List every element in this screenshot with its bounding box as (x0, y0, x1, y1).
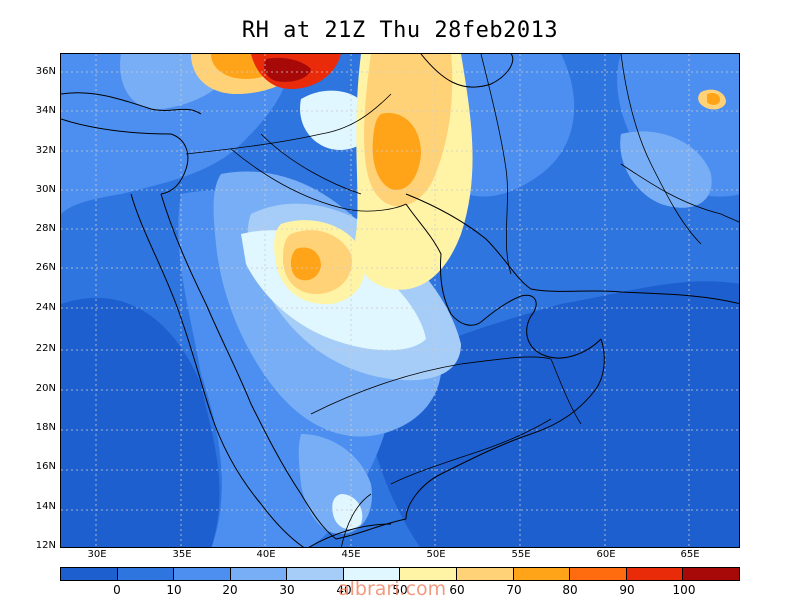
rh-zone-50-yemen (332, 494, 363, 530)
lat-label-24n: 24N (35, 302, 56, 313)
rh-zone-lowest-west (61, 297, 220, 547)
rh-zone-20-iran (441, 54, 575, 197)
lon-label-60e: 60E (596, 549, 616, 560)
watermark: albrari.com (338, 578, 447, 600)
lat-label-36n: 36N (35, 66, 56, 77)
lat-label-14n: 14N (35, 501, 56, 512)
rh-zone-20-north (61, 54, 291, 214)
lat-label-30n: 30N (35, 184, 56, 195)
rh-field-map (61, 54, 739, 547)
map-panel (60, 53, 740, 548)
colorbar-label-10: 10 (166, 583, 182, 597)
rh-zone-80-iraq (372, 113, 421, 190)
colorbar-label-20: 20 (222, 583, 238, 597)
colorbar (60, 567, 740, 581)
colorbar-label-90: 90 (619, 583, 635, 597)
lat-label-18n: 18N (35, 422, 56, 433)
lon-label-40e: 40E (256, 549, 276, 560)
colorbar-swatch-1 (117, 568, 175, 580)
colorbar-label-100: 100 (672, 583, 696, 597)
lat-label-26n: 26N (35, 262, 56, 273)
rh-zone-100-turkey (264, 57, 311, 82)
lon-label-65e: 65E (680, 549, 700, 560)
colorbar-label-30: 30 (279, 583, 295, 597)
rh-zone-50-syria (300, 90, 372, 150)
colorbar-label-60: 60 (449, 583, 465, 597)
colorbar-swatch-4 (287, 568, 344, 580)
lon-label-50e: 50E (426, 549, 446, 560)
gridlines (61, 54, 739, 547)
lon-label-35e: 35E (172, 549, 192, 560)
coastlines (61, 54, 739, 547)
lon-label-55e: 55E (511, 549, 531, 560)
colorbar-swatch-11 (683, 568, 739, 580)
lat-label-12n: 12N (35, 540, 56, 551)
lat-label-32n: 32N (35, 145, 56, 156)
map-title: RH at 21Z Thu 28feb2013 (241, 18, 559, 43)
lat-label-28n: 28N (35, 223, 56, 234)
colorbar-swatch-3 (230, 568, 288, 580)
colorbar-label-80: 80 (562, 583, 578, 597)
lat-label-22n: 22N (35, 343, 56, 354)
lon-label-30e: 30E (87, 549, 107, 560)
colorbar-swatch-0 (61, 568, 118, 580)
rh-zone-80-nejd (290, 247, 321, 281)
borders (185, 54, 739, 547)
lat-label-20n: 20N (35, 383, 56, 394)
colorbar-label-0: 0 (113, 583, 121, 597)
colorbar-swatch-7 (457, 568, 514, 580)
lon-label-45e: 45E (341, 549, 361, 560)
colorbar-label-40: 40 (336, 583, 352, 597)
lat-label-16n: 16N (35, 461, 56, 472)
colorbar-swatch-8 (513, 568, 571, 580)
colorbar-swatch-5 (343, 568, 401, 580)
colorbar-label-50: 50 (392, 583, 408, 597)
colorbar-swatch-9 (570, 568, 627, 580)
colorbar-swatch-6 (400, 568, 458, 580)
lat-label-34n: 34N (35, 105, 56, 116)
colorbar-swatch-10 (626, 568, 684, 580)
rh-zone-80-east (707, 92, 721, 105)
colorbar-swatch-2 (174, 568, 231, 580)
colorbar-label-70: 70 (506, 583, 522, 597)
